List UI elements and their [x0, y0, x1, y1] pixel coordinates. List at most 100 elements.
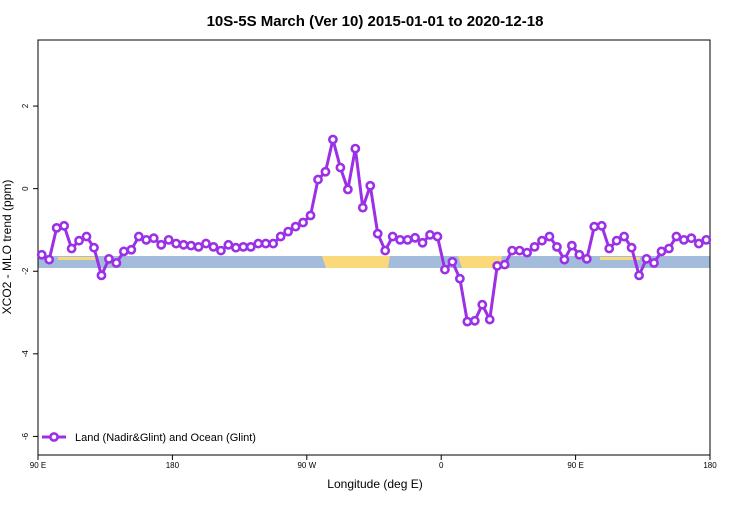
data-point	[514, 245, 525, 256]
data-point	[649, 258, 659, 268]
data-point	[432, 231, 443, 242]
data-point	[342, 184, 353, 195]
data-point	[678, 234, 689, 245]
data-point	[186, 240, 196, 251]
data-point	[59, 220, 70, 231]
data-point	[611, 235, 622, 246]
data-point	[283, 226, 294, 237]
y-axis-label: XCO2 - MLO trend (ppm)	[0, 180, 14, 315]
data-point	[126, 244, 137, 255]
land-band	[600, 257, 640, 260]
data-point	[111, 258, 122, 268]
data-point	[462, 316, 473, 327]
data-point	[529, 241, 540, 252]
data-point	[171, 238, 182, 249]
x-tick-label: 90 E	[567, 461, 583, 470]
data-point	[402, 234, 413, 245]
legend-marker	[49, 432, 59, 442]
data-point	[260, 238, 271, 249]
data-point	[96, 270, 107, 281]
data-point	[380, 245, 391, 256]
y-tick-label: -4	[21, 350, 30, 358]
data-point	[141, 234, 152, 245]
data-point	[201, 238, 211, 249]
data-point	[44, 254, 55, 265]
data-point	[469, 315, 480, 326]
land-band	[322, 256, 390, 268]
data-point	[275, 231, 286, 242]
data-point	[245, 241, 256, 252]
data-point	[178, 239, 189, 250]
data-point	[395, 234, 406, 245]
data-point	[664, 243, 674, 254]
data-point	[387, 231, 398, 242]
data-point	[656, 246, 667, 257]
data-point	[133, 231, 144, 242]
data-point	[208, 241, 219, 252]
land-band	[58, 257, 98, 260]
data-point	[589, 221, 600, 232]
x-axis-label: Longitude (deg E)	[327, 477, 422, 491]
data-point	[305, 210, 316, 221]
data-point	[537, 235, 547, 246]
data-point	[410, 232, 420, 243]
data-point	[223, 239, 234, 250]
x-tick-label: 90 E	[30, 461, 46, 470]
data-point	[596, 220, 607, 231]
y-tick-label: -2	[21, 267, 30, 275]
data-point	[634, 270, 644, 281]
data-point	[671, 231, 682, 242]
data-point	[365, 180, 376, 191]
data-point	[81, 231, 92, 242]
data-point	[36, 249, 47, 260]
data-point	[253, 238, 264, 249]
x-tick-label: 180	[703, 461, 717, 470]
data-point	[484, 314, 495, 325]
x-tick-label: 90 W	[297, 461, 316, 470]
data-point	[641, 253, 652, 264]
data-point	[492, 260, 503, 271]
data-point	[313, 174, 323, 185]
x-tick-label: 180	[166, 461, 180, 470]
data-point	[290, 221, 301, 232]
data-point	[686, 233, 697, 244]
data-point	[522, 247, 532, 258]
data-point	[372, 228, 383, 239]
data-point	[440, 264, 450, 275]
data-point	[574, 249, 585, 260]
data-point	[298, 217, 308, 228]
data-point	[552, 241, 562, 252]
data-point	[268, 238, 279, 249]
data-point	[193, 241, 204, 252]
data-point	[74, 235, 84, 246]
data-point	[328, 134, 338, 145]
data-point	[89, 242, 99, 253]
data-point	[566, 240, 577, 251]
y-tick-label: -6	[21, 432, 30, 440]
data-point	[230, 242, 241, 253]
plot-frame	[37, 39, 711, 456]
data-point	[447, 256, 458, 267]
land-band	[458, 256, 502, 268]
data-point	[454, 273, 465, 284]
data-point	[148, 233, 159, 244]
data-point	[417, 237, 428, 248]
data-point	[335, 162, 346, 173]
data-point	[507, 245, 518, 256]
x-tick-label: 0	[439, 461, 444, 470]
data-point	[156, 239, 167, 250]
data-point	[499, 259, 510, 270]
data-point	[544, 231, 555, 242]
legend-label: Land (Nadir&Glint) and Ocean (Glint)	[75, 432, 256, 444]
data-point	[163, 234, 174, 245]
data-point	[350, 143, 361, 154]
data-point	[357, 202, 368, 213]
data-point	[216, 245, 226, 256]
data-point	[559, 254, 570, 265]
data-point	[604, 243, 615, 254]
data-point	[477, 299, 488, 310]
y-tick-label: 0	[21, 186, 30, 191]
data-point	[626, 242, 637, 253]
